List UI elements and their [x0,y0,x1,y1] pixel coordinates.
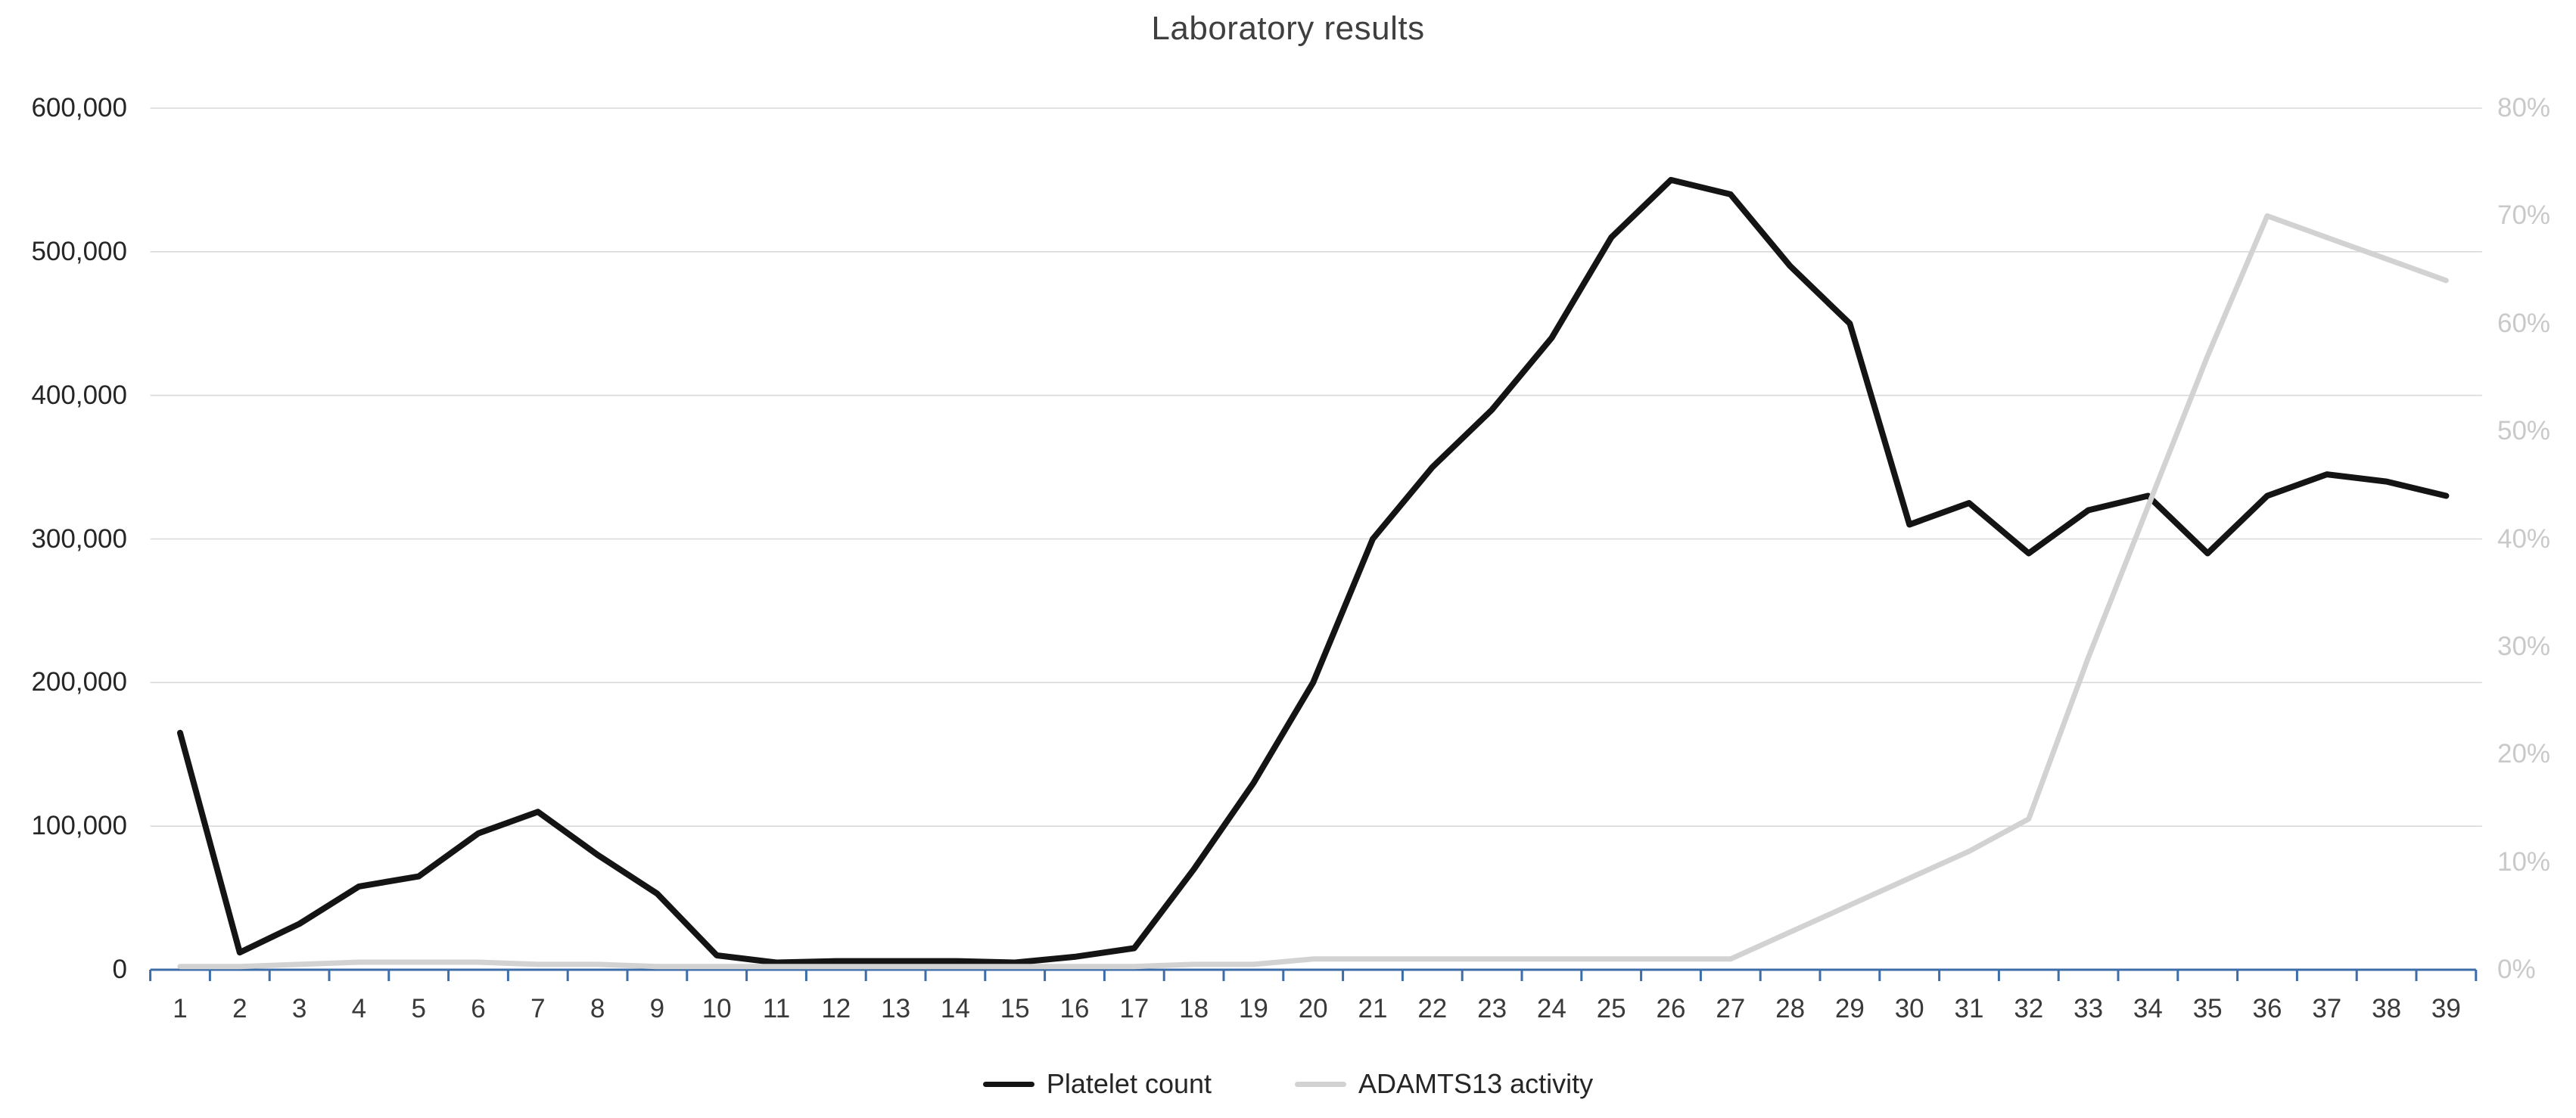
x-axis-tick-label: 33 [2074,994,2104,1023]
x-axis-tick-label: 25 [1596,994,1626,1023]
x-axis-tick-label: 4 [351,994,367,1023]
x-axis-tick-label: 30 [1894,994,1924,1023]
x-axis-tick-label: 31 [1954,994,1984,1023]
adamts13-activity-line [177,213,2449,970]
x-axis-tick-label: 9 [649,994,665,1023]
x-axis-line [149,968,2478,981]
right-y-axis-tick-label: 10% [2497,846,2551,877]
x-axis-tick-label: 21 [1358,994,1388,1023]
x-axis-tick-label: 17 [1119,994,1150,1023]
x-axis-tick-label: 34 [2133,994,2163,1023]
x-axis-tick-label: 6 [471,994,486,1023]
x-axis-tick-label: 35 [2192,994,2223,1023]
x-axis-tick-label: 18 [1179,994,1209,1023]
legend-label-adamts13-activity: ADAMTS13 activity [1358,1068,1594,1099]
x-axis-tick-label: 10 [702,994,732,1023]
x-axis-tick-label: 39 [2431,994,2461,1023]
adamts13-activity-line-swatch-icon [1295,1081,1347,1087]
left-y-axis-tick-label: 600,000 [31,93,127,123]
x-axis-tick-label: 26 [1656,994,1686,1023]
legend-item-adamts13-activity: ADAMTS13 activity [1295,1068,1593,1100]
x-axis-tick-label: 14 [940,994,970,1023]
chart-title: Laboratory results [1151,10,1425,47]
x-axis-tick-label: 1 [173,994,188,1023]
x-axis-tick-label: 3 [291,994,307,1023]
x-axis-tick-label: 11 [762,994,791,1023]
x-axis-tick-label: 28 [1775,994,1806,1023]
right-y-axis-tick-label: 60% [2497,308,2551,338]
x-axis-tick-label: 38 [2372,994,2402,1023]
x-axis-tick-label: 2 [232,994,247,1023]
x-axis-tick-label: 16 [1059,994,1090,1023]
right-y-axis-tick-label: 40% [2497,523,2551,554]
right-y-axis-tick-label: 30% [2497,631,2551,661]
left-y-axis-tick-label: 0 [112,955,127,984]
right-y-axis-tick-label: 50% [2497,416,2551,446]
right-y-axis-tick-label: 20% [2497,739,2551,769]
left-y-axis-tick-label: 100,000 [31,811,127,841]
x-axis-tick-label: 5 [411,994,426,1023]
left-y-axis-tick-label: 500,000 [31,236,127,266]
x-axis-tick-label: 37 [2312,994,2342,1023]
x-axis-tick-label: 22 [1417,994,1448,1023]
gridlines [150,107,2482,827]
x-axis-tick-label: 36 [2252,994,2282,1023]
left-y-axis-tick-label: 200,000 [31,667,127,697]
x-axis-tick-label: 13 [881,994,911,1023]
left-y-axis-tick-label: 300,000 [31,523,127,554]
legend-label-platelet-count: Platelet count [1046,1068,1212,1099]
x-axis-tick-label: 7 [530,994,546,1023]
x-axis-tick-label: 27 [1716,994,1746,1023]
x-axis-tick-label: 15 [1000,994,1030,1023]
x-axis-tick-label: 32 [2014,994,2044,1023]
x-axis-tick-label: 29 [1834,994,1865,1023]
legend: Platelet count ADAMTS13 activity [0,1057,2576,1110]
legend-item-platelet-count: Platelet count [982,1068,1212,1100]
platelet-count-line-swatch-icon [982,1081,1034,1087]
right-y-axis-tick-label: 70% [2497,200,2551,231]
right-y-axis-tick-label: 0% [2497,955,2536,984]
left-y-axis-tick-label: 400,000 [31,380,127,410]
x-axis-tick-label: 23 [1477,994,1507,1023]
x-axis-tick-label: 19 [1238,994,1268,1023]
platelet-count-line [177,176,2450,966]
x-axis-tick-label: 24 [1536,994,1566,1023]
x-axis-tick-label: 8 [590,994,605,1023]
x-axis-tick-label: 12 [821,994,851,1023]
x-axis-tick-label: 20 [1298,994,1328,1023]
right-y-axis-tick-label: 80% [2497,93,2551,123]
